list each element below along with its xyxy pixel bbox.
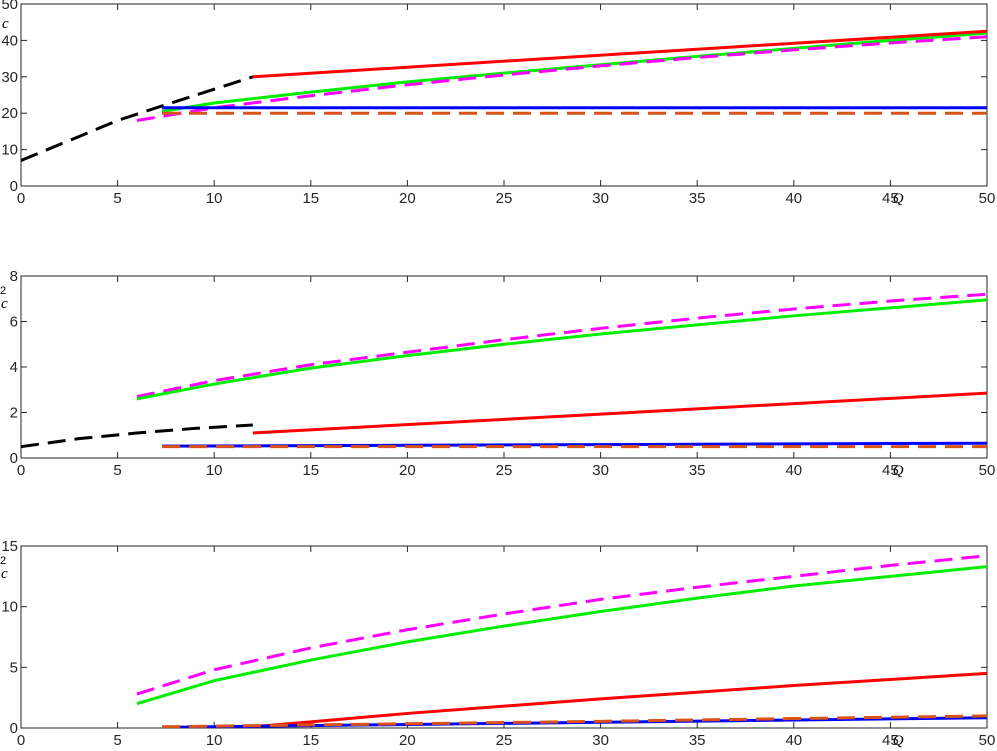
series-line-4 — [252, 29, 987, 79]
x-tick-label: 15 — [302, 462, 319, 479]
series-line-3 — [252, 671, 987, 728]
y-axis-label: c — [1, 296, 8, 312]
x-tick-label: 50 — [979, 732, 996, 749]
y-tick-label: 50 — [1, 0, 18, 13]
x-tick-label: 45 — [882, 190, 899, 207]
y-axis-label-superscript: 2 — [0, 285, 6, 297]
x-tick-label: 50 — [979, 462, 996, 479]
y-tick-label: 10 — [1, 599, 18, 616]
x-tick-label: 30 — [592, 190, 609, 207]
series-line-5 — [162, 714, 987, 728]
y-tick-label: 6 — [10, 314, 18, 331]
x-tick-label: 10 — [206, 462, 223, 479]
y-tick-label: 20 — [1, 105, 18, 122]
x-axis-label: Q — [893, 733, 904, 749]
x-tick-label: 25 — [496, 462, 513, 479]
x-tick-label: 25 — [496, 732, 513, 749]
x-tick-label: 30 — [592, 732, 609, 749]
x-tick-label: 30 — [592, 462, 609, 479]
series-line-1 — [21, 75, 254, 162]
x-tick-label: 20 — [399, 190, 416, 207]
x-tick-label: 10 — [206, 732, 223, 749]
y-tick-label: 2 — [10, 405, 18, 422]
axes-box — [20, 3, 988, 187]
y-tick-label: 0 — [10, 450, 18, 467]
x-tick-label: 10 — [206, 190, 223, 207]
x-tick-label: 35 — [689, 732, 706, 749]
x-tick-label: 20 — [399, 732, 416, 749]
x-tick-label: 45 — [882, 462, 899, 479]
series-group — [21, 292, 987, 449]
x-tick-label: 25 — [496, 190, 513, 207]
x-tick-label: 35 — [689, 462, 706, 479]
series-line-2 — [136, 565, 987, 706]
x-tick-label: 15 — [302, 190, 319, 207]
series-group — [136, 554, 987, 728]
x-tick-label: 0 — [17, 462, 25, 479]
x-tick-label: 40 — [785, 462, 802, 479]
series-line-4 — [252, 391, 987, 435]
series-line-3 — [136, 298, 987, 401]
x-tick-label: 5 — [113, 732, 121, 749]
y-tick-label: 4 — [10, 359, 18, 376]
y-tick-label: 40 — [1, 32, 18, 49]
y-axis-label: c — [1, 566, 8, 582]
y-tick-label: 5 — [10, 659, 18, 676]
x-tick-label: 50 — [979, 190, 996, 207]
y-tick-label: 10 — [1, 142, 18, 159]
x-axis-label: Q — [893, 191, 904, 207]
subplot-3: 0 5 10 15 20 25 30 35 40 45 50 0 5 10 15 Q 2c — [0, 538, 995, 749]
x-axis-label: Q — [893, 463, 904, 479]
x-tick-label: 5 — [113, 462, 121, 479]
x-tick-label: 0 — [17, 190, 25, 207]
subplot-1: 0 5 10 15 20 25 30 35 40 45 50 0 10 20 30 40 50 Qc — [1, 0, 995, 207]
y-tick-label: 8 — [10, 268, 18, 285]
series-group — [21, 29, 987, 162]
series-line-2 — [136, 292, 987, 399]
x-tick-label: 40 — [785, 190, 802, 207]
y-tick-label: 0 — [10, 720, 18, 737]
y-tick-label: 15 — [1, 538, 18, 555]
x-tick-label: 40 — [785, 732, 802, 749]
y-axis-label: c — [2, 16, 9, 32]
x-tick-label: 35 — [689, 190, 706, 207]
y-tick-label: 0 — [10, 178, 18, 195]
series-line-1 — [21, 423, 253, 449]
x-tick-label: 0 — [17, 732, 25, 749]
axes-box — [20, 545, 988, 729]
series-line-3 — [136, 35, 987, 122]
y-tick-label: 30 — [1, 69, 18, 86]
x-tick-label: 20 — [399, 462, 416, 479]
x-tick-label: 15 — [302, 732, 319, 749]
series-line-1 — [136, 554, 987, 696]
x-tick-label: 45 — [882, 732, 899, 749]
y-axis-label-superscript: 2 — [0, 555, 6, 567]
x-tick-label: 5 — [113, 190, 121, 207]
